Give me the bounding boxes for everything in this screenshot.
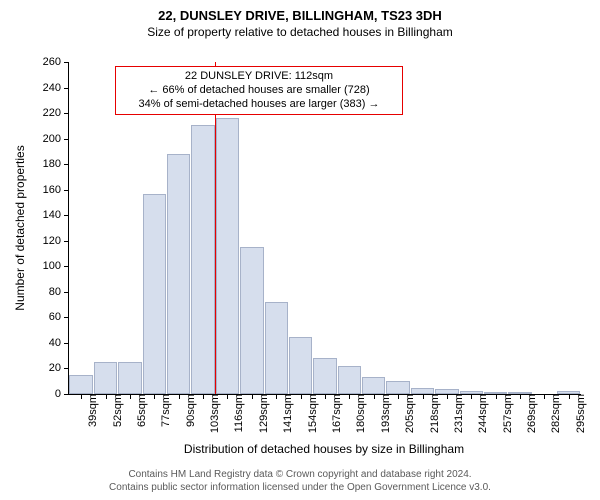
callout-line: ← 66% of detached houses are smaller (72… xyxy=(119,84,399,98)
xtick-label: 141sqm xyxy=(276,394,294,433)
xtick-label: 295sqm xyxy=(569,394,587,433)
ytick-label: 60 xyxy=(49,311,69,323)
bar xyxy=(118,362,141,394)
ytick-label: 140 xyxy=(43,209,69,221)
xtick-label: 65sqm xyxy=(130,394,148,427)
title-main: 22, DUNSLEY DRIVE, BILLINGHAM, TS23 3DH xyxy=(0,0,600,23)
callout-line: 22 DUNSLEY DRIVE: 112sqm xyxy=(119,70,399,84)
bar xyxy=(69,375,92,394)
ytick-label: 80 xyxy=(49,286,69,298)
bar xyxy=(143,194,166,394)
xtick-label: 180sqm xyxy=(349,394,367,433)
xtick-label: 231sqm xyxy=(447,394,465,433)
xtick-label: 257sqm xyxy=(496,394,514,433)
xtick-label: 282sqm xyxy=(544,394,562,433)
ytick-label: 120 xyxy=(43,235,69,247)
xtick-label: 218sqm xyxy=(423,394,441,433)
xtick-label: 116sqm xyxy=(227,394,245,432)
x-axis-label: Distribution of detached houses by size … xyxy=(68,442,580,456)
xtick-label: 39sqm xyxy=(81,394,99,427)
bar xyxy=(313,358,336,394)
title-sub: Size of property relative to detached ho… xyxy=(0,23,600,39)
xtick-label: 154sqm xyxy=(301,394,319,433)
bar xyxy=(94,362,117,394)
ytick-label: 220 xyxy=(43,107,69,119)
callout-line: 34% of semi-detached houses are larger (… xyxy=(119,98,399,112)
callout-box: 22 DUNSLEY DRIVE: 112sqm← 66% of detache… xyxy=(115,66,403,115)
xtick-label: 244sqm xyxy=(471,394,489,433)
bar xyxy=(216,118,239,394)
xtick-label: 193sqm xyxy=(374,394,392,433)
ytick-label: 100 xyxy=(43,260,69,272)
xtick-label: 103sqm xyxy=(203,394,221,433)
bar xyxy=(289,337,312,394)
bar xyxy=(265,302,288,394)
xtick-label: 129sqm xyxy=(252,394,270,433)
xtick-label: 77sqm xyxy=(154,394,172,427)
ytick-label: 20 xyxy=(49,362,69,374)
ytick-label: 200 xyxy=(43,133,69,145)
footer-line: Contains public sector information licen… xyxy=(0,482,600,495)
bar xyxy=(240,247,263,394)
bar xyxy=(191,125,214,394)
xtick-label: 52sqm xyxy=(106,394,124,427)
ytick-label: 40 xyxy=(49,337,69,349)
bar xyxy=(338,366,361,394)
ytick-label: 160 xyxy=(43,184,69,196)
ytick-label: 240 xyxy=(43,82,69,94)
footer: Contains HM Land Registry data © Crown c… xyxy=(0,469,600,500)
ytick-label: 0 xyxy=(55,388,69,400)
y-axis-label: Number of detached properties xyxy=(13,145,27,310)
ytick-label: 180 xyxy=(43,158,69,170)
ytick-label: 260 xyxy=(43,56,69,68)
xtick-label: 167sqm xyxy=(325,394,343,433)
bar xyxy=(167,154,190,394)
bar xyxy=(362,377,385,394)
bar xyxy=(386,381,409,394)
xtick-label: 90sqm xyxy=(179,394,197,427)
footer-line: Contains HM Land Registry data © Crown c… xyxy=(0,469,600,482)
chart-container: 22, DUNSLEY DRIVE, BILLINGHAM, TS23 3DH … xyxy=(0,0,600,500)
xtick-label: 205sqm xyxy=(398,394,416,433)
xtick-label: 269sqm xyxy=(520,394,538,433)
